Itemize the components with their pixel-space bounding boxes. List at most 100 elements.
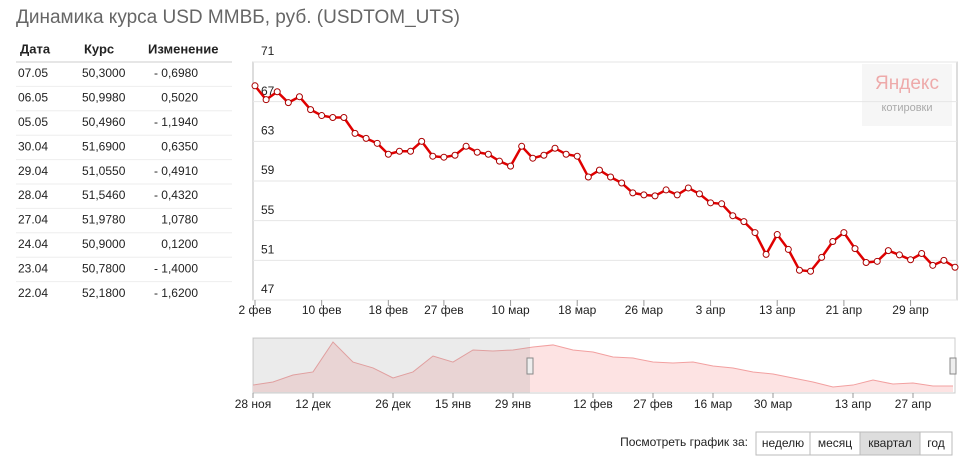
- point: [784, 245, 792, 253]
- point: [718, 200, 726, 208]
- point: [440, 153, 448, 161]
- point: [551, 144, 559, 152]
- x-tick-label: 12 фев: [573, 397, 613, 411]
- navigator-area-fill: [253, 341, 953, 392]
- period-button[interactable]: [919, 431, 953, 456]
- point: [418, 137, 426, 145]
- point: [362, 134, 370, 142]
- table-header: Курс: [84, 41, 114, 56]
- point: [407, 147, 415, 155]
- y-tick-label: 59: [261, 163, 275, 177]
- table-cell: 51,6900: [82, 139, 126, 153]
- y-tick-label: 47: [261, 282, 275, 296]
- point: [829, 237, 837, 245]
- point: [262, 96, 270, 104]
- point: [562, 150, 570, 158]
- period-button-label[interactable]: неделю: [762, 436, 804, 450]
- point: [273, 88, 281, 96]
- table-cell: 29.04: [18, 164, 48, 178]
- x-tick-label: 3 апр: [696, 303, 726, 317]
- point: [507, 162, 515, 170]
- table-cell: 51,5460: [82, 188, 126, 202]
- x-tick-label: 13 апр: [835, 397, 872, 411]
- point: [907, 256, 915, 264]
- point: [884, 247, 892, 255]
- point: [918, 249, 926, 257]
- table-cell: - 1,1940: [154, 115, 198, 129]
- table-cell: 06.05: [18, 91, 48, 105]
- point: [495, 157, 503, 165]
- x-tick-label: 26 мар: [625, 303, 664, 317]
- period-button-label[interactable]: месяц: [818, 436, 852, 450]
- point: [351, 129, 359, 137]
- point: [951, 263, 959, 271]
- navigator-line: [252, 341, 953, 388]
- point: [251, 82, 259, 90]
- point: [462, 142, 470, 150]
- x-tick-label: 28 ноя: [235, 397, 271, 411]
- logo-name: Яндекс: [875, 73, 939, 94]
- point: [451, 151, 459, 159]
- point: [851, 245, 859, 253]
- table-cell: - 0,4910: [154, 164, 198, 178]
- x-tick-label: 27 фев: [424, 303, 464, 317]
- period-button-label[interactable]: квартал: [868, 436, 912, 450]
- table-cell: 50,7800: [82, 261, 126, 275]
- point: [584, 173, 592, 181]
- table-cell: - 1,4000: [154, 261, 198, 275]
- x-tick-label: 2 фев: [239, 303, 272, 317]
- table-cell: - 1,6200: [154, 286, 198, 300]
- table-cell: 27.04: [18, 213, 48, 227]
- x-tick-label: 18 мар: [558, 303, 597, 317]
- point: [429, 152, 437, 160]
- y-tick-label: 71: [261, 44, 275, 58]
- point: [340, 114, 348, 122]
- y-tick-label: 67: [261, 84, 275, 98]
- point: [540, 151, 548, 159]
- point: [484, 150, 492, 158]
- table-cell: 0,6350: [161, 139, 198, 153]
- price-line: [254, 85, 956, 273]
- point: [862, 259, 870, 267]
- x-tick-label: 27 апр: [895, 397, 932, 411]
- table-cell: 1,0780: [161, 213, 198, 227]
- x-tick-label: 10 фев: [302, 303, 342, 317]
- logo-caption: котировки: [881, 102, 932, 114]
- point: [762, 250, 770, 258]
- x-tick-label: 10 мар: [491, 303, 530, 317]
- logo-box: [862, 64, 952, 126]
- point: [329, 114, 337, 122]
- x-tick-label: 30 мар: [754, 397, 793, 411]
- table-cell: 0,1200: [161, 237, 198, 251]
- point: [395, 147, 403, 155]
- table-cell: 28.04: [18, 188, 48, 202]
- table-cell: 50,9980: [82, 91, 126, 105]
- table-cell: 24.04: [18, 237, 48, 251]
- point: [307, 106, 315, 114]
- navigator-handle[interactable]: [526, 357, 534, 375]
- x-tick-label: 29 янв: [495, 397, 531, 411]
- point: [595, 166, 603, 174]
- table-header: Дата: [20, 41, 51, 56]
- point: [807, 267, 815, 275]
- point: [773, 231, 781, 239]
- point: [873, 257, 881, 265]
- point: [684, 184, 692, 192]
- point: [284, 99, 292, 107]
- point: [929, 261, 937, 269]
- x-tick-label: 12 дек: [295, 397, 331, 411]
- y-tick-label: 51: [261, 243, 275, 257]
- navigator-handle[interactable]: [949, 357, 957, 375]
- period-label: Посмотреть график за:: [620, 435, 748, 449]
- point: [751, 229, 759, 237]
- table-cell: 52,1800: [82, 286, 126, 300]
- point: [662, 186, 670, 194]
- period-button-label[interactable]: год: [927, 436, 945, 450]
- point: [529, 154, 537, 162]
- point: [384, 150, 392, 158]
- table-cell: 05.05: [18, 115, 48, 129]
- point: [318, 112, 326, 120]
- point: [373, 139, 381, 147]
- x-tick-label: 18 фев: [369, 303, 409, 317]
